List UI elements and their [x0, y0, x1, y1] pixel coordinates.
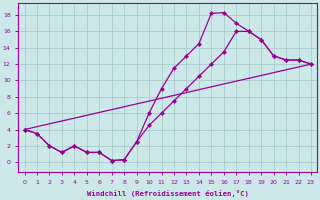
- X-axis label: Windchill (Refroidissement éolien,°C): Windchill (Refroidissement éolien,°C): [87, 190, 249, 197]
